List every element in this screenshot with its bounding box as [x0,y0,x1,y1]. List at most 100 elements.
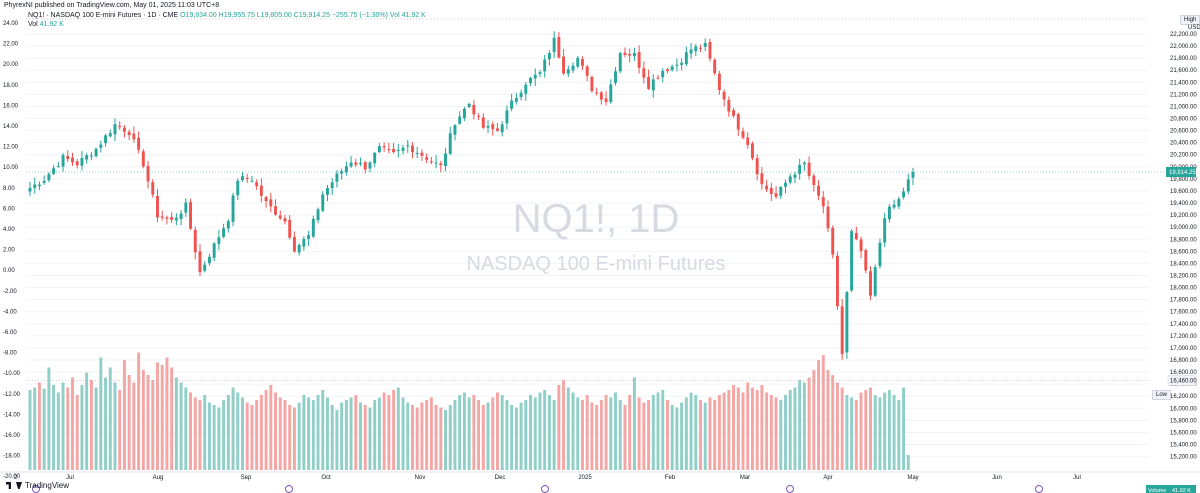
volume-bar [387,395,391,470]
volume-bar [401,397,405,470]
volume-legend-label[interactable]: Vol [28,21,38,28]
candle-body [316,209,320,221]
candle-body [349,162,353,167]
candle-body [618,53,622,72]
volume-bar [514,407,518,470]
candle-body [628,54,632,56]
volume-bar [694,395,698,470]
candle-body [217,237,221,244]
candle-body [552,37,556,53]
volume-bar [831,375,835,470]
candle-body [897,198,901,207]
volume-bar [458,395,462,470]
volume-bar [335,410,339,470]
candle-body [595,92,599,94]
candle-body [854,232,858,240]
candle-body [798,164,802,174]
candle-body [326,187,329,195]
volume-bar [42,388,46,470]
candle-body [382,146,386,148]
candle-body [344,166,348,173]
volume-bar [547,395,551,470]
candle-body [557,36,561,58]
volume-tag-value: 41.92 K [1172,488,1191,493]
volume-bar [165,357,169,470]
candle-body [632,53,636,57]
event-marker-icon [1035,485,1043,493]
right-axis-label: 21,400.00 [1170,80,1197,86]
candle-body [288,219,292,238]
candle-body [585,66,589,76]
volume-bar [37,382,41,470]
volume-bar [557,385,561,470]
candle-body [401,147,405,151]
candle-body [599,92,603,100]
volume-bar [812,370,816,470]
candle-body [420,152,424,156]
volume-bar [231,387,235,470]
candle-body [387,149,391,151]
volume-bar [599,400,603,470]
right-price-axis: 22,200.00 22,000.00 21,800.00 21,600.00 21,4… [1170,32,1197,461]
candle-body [821,197,825,207]
candle-body [448,133,452,154]
volume-bar [363,405,367,470]
candle-body [732,110,736,116]
volume-bar [854,400,858,470]
candle-body [278,215,282,219]
currency-label[interactable]: USD [1188,25,1200,31]
candle-body [198,251,202,273]
candle-body [491,124,495,129]
candle-body [189,202,193,229]
time-axis-label: Sep [241,475,252,481]
volume-bar [765,392,769,470]
candle-body [297,244,301,253]
candle-body [203,264,207,271]
right-axis-label: 16,200.00 [1170,394,1197,400]
volume-bar [632,377,636,470]
candle-body [713,59,717,74]
right-axis-label: 21,600.00 [1170,68,1197,74]
volume-bar [835,382,839,470]
candle-body [259,185,263,196]
volume-bar [642,402,646,470]
volume-bar [661,390,665,470]
candle-body [566,69,570,74]
left-axis-label: -18.00 [3,454,21,460]
last-price-tag-box [1166,166,1196,177]
left-axis-label: -14.00 [3,412,21,418]
right-axis-label: 17,400.00 [1170,322,1197,328]
volume-bar [533,397,537,470]
volume-bar [538,392,542,470]
time-axis-label: Oct [321,475,331,481]
volume-bar [94,387,98,470]
volume-bar [784,395,787,470]
candle-body [750,143,754,159]
volume-bar [566,387,570,470]
candle-body [840,306,844,354]
right-axis-label: 19,400.00 [1170,201,1197,207]
volume-bar [132,382,136,470]
volume-bar [198,400,202,470]
left-axis-label: 12.00 [3,145,19,151]
candle-body [52,168,56,174]
candle-body [132,133,136,140]
tradingview-footer[interactable]: TradingView [6,481,69,490]
candle-body [118,125,122,128]
volume-bar [746,382,750,470]
candle-body [708,42,712,59]
volume-bar [434,405,438,470]
candle-body [89,155,93,157]
candle-body [330,182,334,189]
volume-bar [462,392,466,470]
right-axis-label: 22,000.00 [1170,44,1197,50]
time-axis-label: May [907,475,918,481]
symbol-description[interactable]: NQ1! · NASDAQ 100 E-mini Futures · 1D · … [28,12,179,19]
candle-body [373,152,377,164]
volume-bar [382,392,386,470]
time-axis-label: Jul [66,475,74,481]
candle-body [392,148,396,153]
price-markers: 16,460.00 19,914.25 Volume 41.92 K [26,18,1197,493]
left-axis-label: -8.00 [3,351,17,357]
